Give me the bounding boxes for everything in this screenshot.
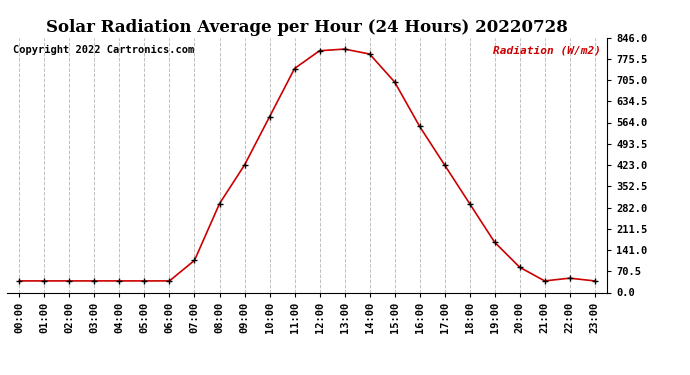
Text: Copyright 2022 Cartronics.com: Copyright 2022 Cartronics.com — [13, 45, 194, 55]
Text: Radiation (W/m2): Radiation (W/m2) — [493, 45, 601, 55]
Title: Solar Radiation Average per Hour (24 Hours) 20220728: Solar Radiation Average per Hour (24 Hou… — [46, 19, 568, 36]
